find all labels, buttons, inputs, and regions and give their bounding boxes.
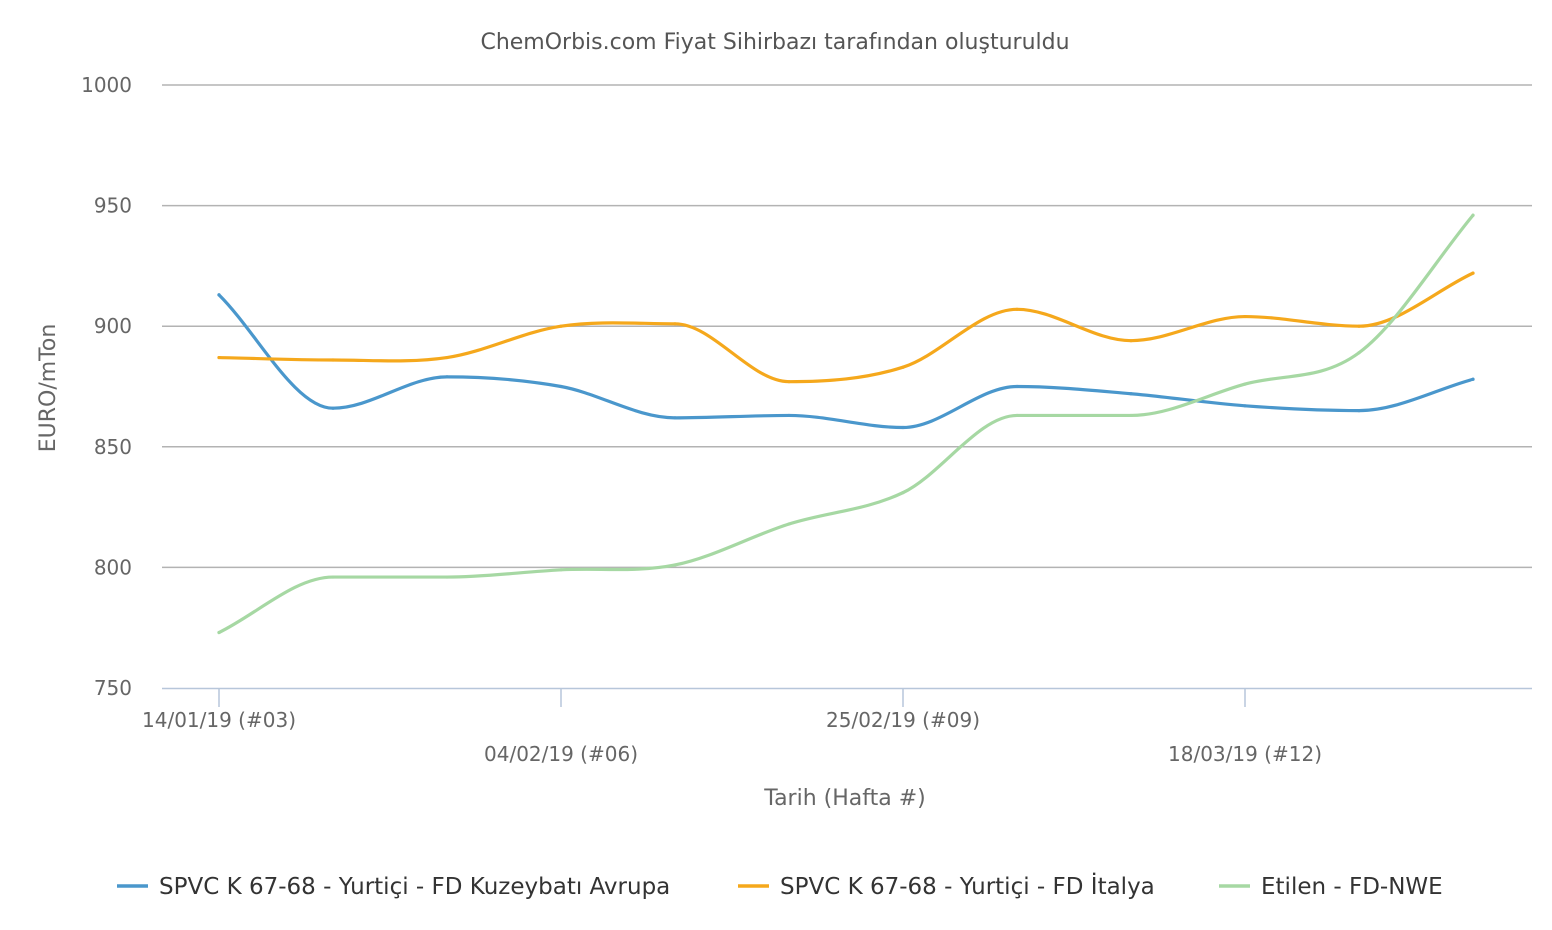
legend-item[interactable]: SPVC K 67-68 - Yurtiçi - FD İtalya — [738, 872, 1155, 900]
y-axis-ticks: 750 800 850 900 950 1000 — [81, 73, 132, 700]
y-tick-label: 750 — [94, 676, 132, 700]
y-tick-label: 1000 — [81, 73, 132, 97]
series-line — [217, 293, 1475, 430]
legend-label: SPVC K 67-68 - Yurtiçi - FD İtalya — [780, 872, 1155, 900]
data-point — [331, 575, 335, 579]
data-point — [787, 380, 791, 384]
legend-label: SPVC K 67-68 - Yurtiçi - FD Kuzeybatı Av… — [159, 874, 670, 900]
series — [217, 213, 1475, 635]
y-tick-label: 800 — [94, 555, 132, 579]
data-point — [1243, 404, 1247, 408]
data-point — [217, 293, 221, 297]
data-point — [1357, 324, 1361, 328]
y-tick-label: 850 — [94, 435, 132, 459]
grid — [162, 84, 1532, 569]
data-point — [217, 355, 221, 360]
data-point — [1357, 409, 1361, 413]
legend-label: Etilen - FD-NWE — [1261, 874, 1443, 900]
data-point — [1129, 339, 1133, 343]
series-line — [217, 271, 1475, 384]
x-tick-label: 14/01/19 (#03) — [142, 708, 296, 732]
data-point — [559, 324, 563, 328]
data-point — [1129, 413, 1133, 418]
series-1 — [217, 293, 1475, 430]
series-line — [217, 213, 1475, 635]
data-point — [445, 355, 449, 360]
data-point — [901, 425, 905, 430]
data-point — [1015, 413, 1019, 418]
x-axis-label: Tarih (Hafta #) — [763, 786, 925, 811]
data-point — [1471, 377, 1475, 381]
chart-title: ChemOrbis.com Fiyat Sihirbazı tarafından… — [480, 30, 1069, 55]
data-point — [445, 375, 449, 379]
data-point — [787, 522, 791, 526]
y-tick-label: 950 — [94, 194, 132, 218]
legend: SPVC K 67-68 - Yurtiçi - FD Kuzeybatı Av… — [117, 872, 1443, 900]
data-point — [1243, 382, 1247, 386]
data-point — [1471, 213, 1475, 217]
x-tick-label: 18/03/19 (#12) — [1168, 742, 1322, 766]
data-point — [1015, 384, 1019, 389]
y-tick-label: 900 — [94, 314, 132, 338]
data-point — [1357, 351, 1361, 355]
x-tick-label: 25/02/19 (#09) — [826, 708, 980, 732]
x-tick-label: 04/02/19 (#06) — [484, 742, 638, 766]
data-point — [1243, 314, 1247, 319]
data-point — [331, 406, 335, 410]
data-point — [445, 575, 449, 579]
data-point — [331, 358, 335, 362]
data-point — [673, 322, 677, 326]
series-2 — [217, 271, 1475, 384]
data-point — [559, 384, 563, 389]
data-point — [1471, 271, 1475, 275]
data-point — [559, 568, 563, 572]
data-point — [217, 630, 221, 635]
y-axis-label: EURO/mTon — [36, 324, 61, 453]
data-point — [673, 416, 677, 420]
legend-item[interactable]: Etilen - FD-NWE — [1219, 874, 1443, 900]
data-point — [673, 563, 677, 567]
x-axis-ticks: 14/01/19 (#03) 04/02/19 (#06) 25/02/19 (#0… — [142, 688, 1322, 766]
data-point — [1015, 307, 1019, 311]
data-point — [901, 365, 905, 369]
data-point — [1129, 392, 1133, 396]
series-3 — [217, 213, 1475, 635]
data-point — [787, 413, 791, 418]
data-point — [901, 491, 905, 495]
legend-item[interactable]: SPVC K 67-68 - Yurtiçi - FD Kuzeybatı Av… — [117, 874, 670, 900]
